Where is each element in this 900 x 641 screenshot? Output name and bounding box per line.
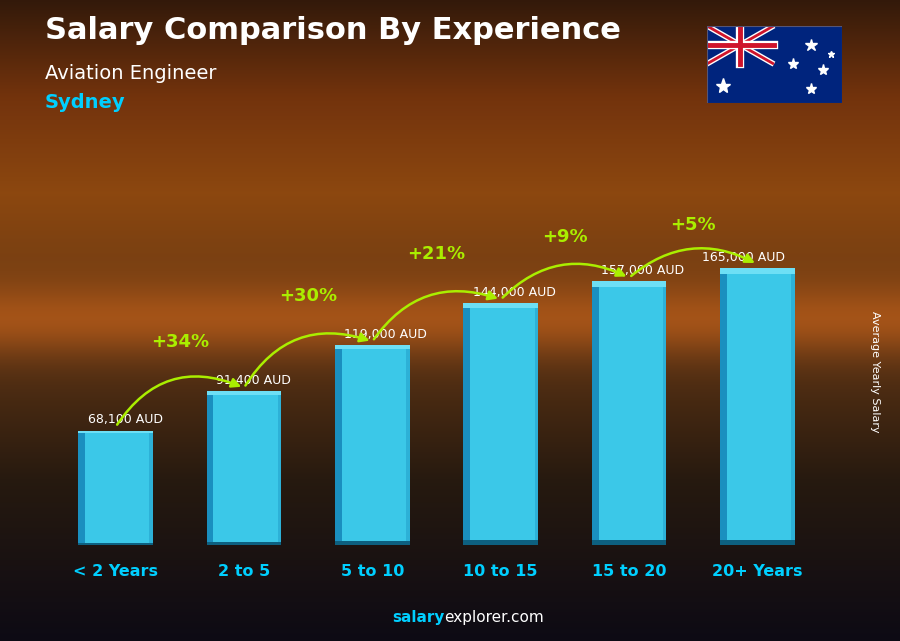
Text: 5 to 10: 5 to 10 <box>340 564 404 579</box>
Text: salary: salary <box>392 610 445 625</box>
Text: explorer.com: explorer.com <box>445 610 544 625</box>
Text: 157,000 AUD: 157,000 AUD <box>601 264 684 277</box>
Text: 15 to 20: 15 to 20 <box>592 564 666 579</box>
Text: Sydney: Sydney <box>45 93 126 112</box>
Text: 20+ Years: 20+ Years <box>712 564 803 579</box>
Bar <box>720 268 795 274</box>
Bar <box>592 281 666 287</box>
Bar <box>720 268 795 545</box>
Text: 91,400 AUD: 91,400 AUD <box>216 374 291 387</box>
Bar <box>207 392 213 545</box>
Bar <box>78 543 153 545</box>
Bar <box>335 345 410 545</box>
Bar <box>464 540 538 545</box>
Bar <box>207 542 281 545</box>
Text: 119,000 AUD: 119,000 AUD <box>345 328 427 341</box>
Bar <box>207 392 281 545</box>
Bar <box>406 345 410 545</box>
Bar <box>464 303 538 545</box>
Text: 68,100 AUD: 68,100 AUD <box>87 413 163 426</box>
Text: Aviation Engineer: Aviation Engineer <box>45 64 217 83</box>
Bar <box>535 303 538 545</box>
Bar <box>791 268 795 545</box>
Bar <box>663 281 666 545</box>
Bar <box>78 431 153 433</box>
Bar <box>464 303 538 308</box>
Text: +34%: +34% <box>150 333 209 351</box>
Text: < 2 Years: < 2 Years <box>73 564 158 579</box>
Bar <box>149 431 153 545</box>
Bar <box>335 541 410 545</box>
Bar <box>335 345 410 349</box>
Text: Average Yearly Salary: Average Yearly Salary <box>869 311 880 433</box>
Bar <box>78 431 86 545</box>
Bar <box>592 281 666 545</box>
Text: 144,000 AUD: 144,000 AUD <box>472 286 555 299</box>
Text: 2 to 5: 2 to 5 <box>218 564 270 579</box>
Text: 10 to 15: 10 to 15 <box>464 564 538 579</box>
Bar <box>720 540 795 545</box>
Text: +30%: +30% <box>279 287 338 304</box>
Text: Salary Comparison By Experience: Salary Comparison By Experience <box>45 16 621 45</box>
Bar <box>78 431 153 545</box>
Bar <box>464 303 470 545</box>
Bar <box>335 345 342 545</box>
Text: +9%: +9% <box>542 228 588 246</box>
Bar <box>207 392 281 395</box>
Bar <box>720 268 727 545</box>
Text: 165,000 AUD: 165,000 AUD <box>702 251 786 263</box>
Bar <box>278 392 281 545</box>
Text: +21%: +21% <box>408 245 465 263</box>
Bar <box>592 281 598 545</box>
Bar <box>592 540 666 545</box>
Text: +5%: +5% <box>670 217 716 235</box>
